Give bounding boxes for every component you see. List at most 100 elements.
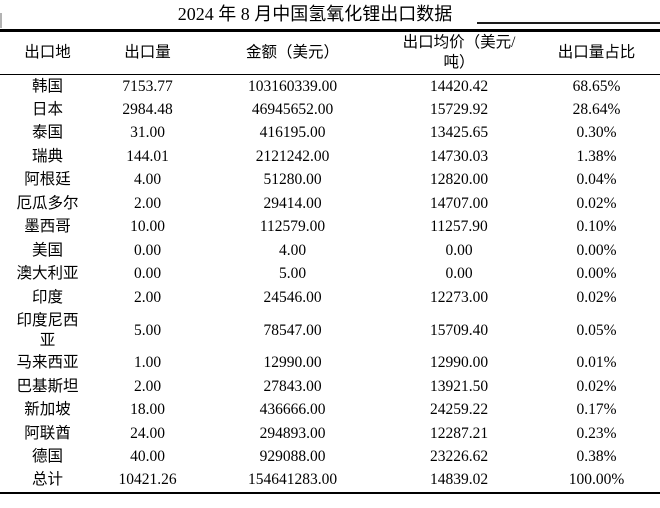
cell-value: 5.00 <box>133 321 162 339</box>
table-cell: 46945652.00 <box>200 98 385 122</box>
col-header-label: 出口地 <box>24 44 71 61</box>
table-cell: 厄瓜多尔 <box>0 192 95 216</box>
cell-value: 29414.00 <box>263 194 322 212</box>
table-cell: 13425.65 <box>385 122 533 146</box>
cell-value: 12990.00 <box>263 354 322 372</box>
cell-value: 24.00 <box>130 424 165 442</box>
destination-label: 新加坡 <box>24 401 71 419</box>
table-cell: 0.05% <box>533 310 660 352</box>
cell-value: 24546.00 <box>263 288 322 306</box>
cell-value: 27843.00 <box>263 377 322 395</box>
cell-value: 154641283.00 <box>247 471 338 489</box>
table-row: 阿联酋 24.00 294893.00 12287.21 0.23% <box>0 422 660 446</box>
table-cell: 巴基斯坦 <box>0 375 95 399</box>
table-row: 韩国 7153.77 103160339.00 14420.42 68.65% <box>0 75 660 99</box>
cell-value: 2.00 <box>133 194 162 212</box>
table-cell: 印度 <box>0 286 95 310</box>
table-row: 瑞典 144.01 2121242.00 14730.03 1.38% <box>0 145 660 169</box>
table-cell: 15709.40 <box>385 310 533 352</box>
col-header-label: 金额（美元） <box>245 44 339 61</box>
table-cell: 0.00 <box>95 239 200 263</box>
cell-value: 4.00 <box>278 241 307 259</box>
destination-label: 泰国 <box>31 124 63 142</box>
destination-label: 马来西亚 <box>16 354 79 372</box>
table-cell: 阿联酋 <box>0 422 95 446</box>
col-header-label: 出口均价（美元/吨） <box>402 34 516 71</box>
cell-value: 7153.77 <box>122 77 173 95</box>
table-cell: 瑞典 <box>0 145 95 169</box>
destination-label: 韩国 <box>31 77 63 95</box>
table-row: 澳大利亚 0.00 5.00 0.00 0.00% <box>0 263 660 287</box>
table-cell: 新加坡 <box>0 399 95 423</box>
destination-label: 德国 <box>31 448 63 466</box>
cell-value: 112579.00 <box>259 218 326 236</box>
cell-value: 68.65% <box>572 77 621 95</box>
destination-label: 美国 <box>31 241 63 259</box>
table-cell: 2121242.00 <box>200 145 385 169</box>
cell-value: 100.00% <box>568 471 625 489</box>
col-header-export-destination: 出口地 <box>0 31 95 75</box>
col-header-amount-usd: 金额（美元） <box>200 31 385 75</box>
table-row: 新加坡 18.00 436666.00 24259.22 0.17% <box>0 399 660 423</box>
destination-label: 巴基斯坦 <box>16 377 79 395</box>
table-cell: 416195.00 <box>200 122 385 146</box>
table-cell: 0.02% <box>533 375 660 399</box>
table-cell: 0.02% <box>533 286 660 310</box>
table-body: 韩国 7153.77 103160339.00 14420.42 68.65% 日本 298… <box>0 75 660 493</box>
table-cell: 12273.00 <box>385 286 533 310</box>
cell-value: 0.01% <box>576 354 617 372</box>
table-header: 出口地 出口量 金额（美元） 出口均价（美元/吨） 出口量占比 <box>0 31 660 75</box>
cell-value: 14707.00 <box>429 194 489 212</box>
total-row: 总计 10421.26 154641283.00 14839.02 100.00% <box>0 469 660 493</box>
table-cell: 154641283.00 <box>200 469 385 493</box>
table-cell: 10.00 <box>95 216 200 240</box>
cell-value: 929088.00 <box>259 448 326 466</box>
col-header-label: 出口量 <box>124 44 171 61</box>
table-cell: 0.00% <box>533 239 660 263</box>
table-row: 泰国 31.00 416195.00 13425.65 0.30% <box>0 122 660 146</box>
table-row: 阿根廷 4.00 51280.00 12820.00 0.04% <box>0 169 660 193</box>
cell-value: 2984.48 <box>122 100 173 118</box>
table-cell: 墨西哥 <box>0 216 95 240</box>
table-row: 厄瓜多尔 2.00 29414.00 14707.00 0.02% <box>0 192 660 216</box>
table-cell: 0.00 <box>95 263 200 287</box>
cell-value: 15709.40 <box>429 321 489 339</box>
table-cell: 11257.90 <box>385 216 533 240</box>
table-row: 德国 40.00 929088.00 23226.62 0.38% <box>0 446 660 470</box>
cell-value: 2.00 <box>133 377 162 395</box>
table-cell: 15729.92 <box>385 98 533 122</box>
cell-value: 0.00 <box>445 265 473 283</box>
cell-value: 144.01 <box>126 147 169 165</box>
table-row: 印度 2.00 24546.00 12273.00 0.02% <box>0 286 660 310</box>
cell-value: 0.23% <box>576 424 617 442</box>
cell-value: 18.00 <box>130 401 165 419</box>
destination-label: 厄瓜多尔 <box>16 194 79 212</box>
table-cell: 0.10% <box>533 216 660 240</box>
table-cell: 0.23% <box>533 422 660 446</box>
table-row: 马来西亚 1.00 12990.00 12990.00 0.01% <box>0 352 660 376</box>
cell-value: 0.02% <box>576 288 617 306</box>
destination-label: 阿根廷 <box>24 171 71 189</box>
col-header-avg-price: 出口均价（美元/吨） <box>385 31 533 75</box>
table-cell: 14730.03 <box>385 145 533 169</box>
table-cell: 12820.00 <box>385 169 533 193</box>
cell-value: 28.64% <box>572 100 621 118</box>
cell-value: 5.00 <box>278 265 307 283</box>
cell-value: 31.00 <box>130 124 165 142</box>
cell-value: 13921.50 <box>429 377 489 395</box>
table-cell: 10421.26 <box>95 469 200 493</box>
table-cell: 2.00 <box>95 286 200 310</box>
table-cell: 阿根廷 <box>0 169 95 193</box>
table-row: 墨西哥 10.00 112579.00 11257.90 0.10% <box>0 216 660 240</box>
cell-value: 12990.00 <box>429 354 489 372</box>
table-cell: 14707.00 <box>385 192 533 216</box>
cell-value: 436666.00 <box>259 401 326 419</box>
table-cell: 0.04% <box>533 169 660 193</box>
cell-value: 14420.42 <box>429 77 489 95</box>
table-cell: 4.00 <box>95 169 200 193</box>
cell-value: 1.38% <box>576 147 617 165</box>
table-cell: 144.01 <box>95 145 200 169</box>
table-cell: 12287.21 <box>385 422 533 446</box>
table-cell: 28.64% <box>533 98 660 122</box>
